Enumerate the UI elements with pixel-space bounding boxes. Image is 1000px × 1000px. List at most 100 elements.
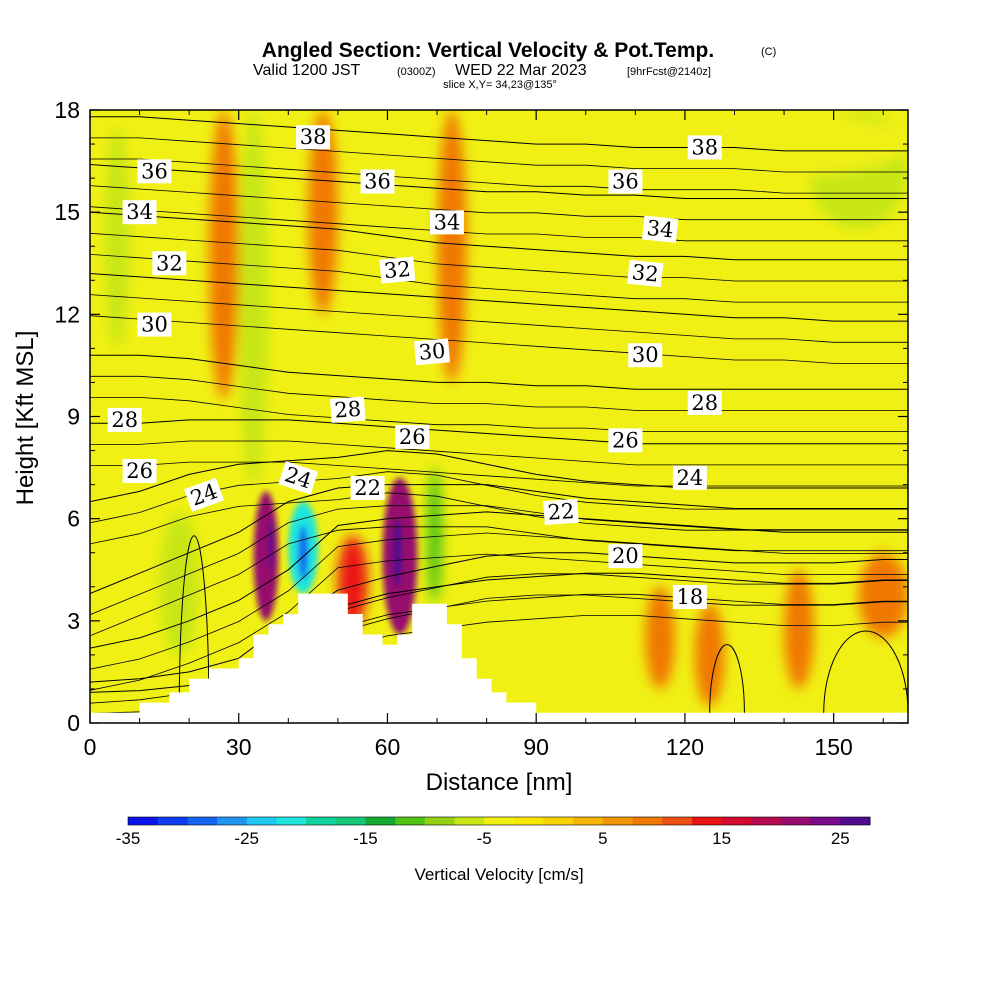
- isentrope-line: [90, 552, 908, 683]
- contour-label-text: 26: [399, 425, 426, 449]
- velocity-cell: [308, 110, 338, 315]
- colorbar-swatch: [691, 817, 723, 825]
- velocity-cell: [238, 110, 269, 485]
- contour-label-box: [137, 159, 172, 184]
- y-tick-label: 12: [54, 301, 80, 327]
- contour-label-box: [137, 312, 172, 337]
- plot-area: 38 38 36 36 36 34 34 34 32 32 32 30 30 30 28 28 28 26 26 26…: [90, 110, 908, 723]
- contour-label-box: [183, 477, 225, 512]
- colorbar-swatch: [780, 817, 812, 825]
- colorbar-swatch: [632, 817, 663, 825]
- colorbar-swatch: [662, 817, 693, 825]
- isentrope-line: [90, 471, 908, 524]
- colorbar-swatch: [187, 817, 218, 825]
- isentrope-line: [90, 137, 908, 173]
- velocity-cell: [159, 511, 200, 655]
- colorbar-swatch: [751, 817, 782, 825]
- velocity-cell: [104, 127, 130, 349]
- isentrope-line: [90, 461, 908, 487]
- contour-label-box: [296, 125, 331, 150]
- isentrope-line: [90, 511, 908, 649]
- contour-label: 28: [107, 407, 142, 432]
- contour-label: 30: [137, 312, 172, 337]
- colorbar-swatch: [246, 817, 277, 825]
- contour-label: 26: [608, 428, 643, 453]
- contour-label-box: [329, 396, 366, 423]
- velocity-cell: [437, 110, 467, 383]
- x-tick-label: 30: [226, 734, 252, 760]
- isentrope-line: [90, 419, 908, 445]
- colorbar-tick-label: -15: [353, 829, 378, 848]
- contour-label-box: [628, 343, 663, 368]
- contour-label: 32: [379, 256, 416, 284]
- isentrope-line: [90, 273, 908, 322]
- isentrope-line: [90, 232, 908, 282]
- contour-label-box: [672, 584, 707, 609]
- velocity-cell: [253, 491, 279, 621]
- isentrope-line: [90, 492, 908, 545]
- contour-label-text: 36: [612, 170, 639, 194]
- contour-label-text: 32: [631, 260, 660, 287]
- y-axis-label: Height [Kft MSL]: [12, 331, 39, 506]
- contour-label-text: 36: [141, 159, 168, 183]
- colorbar-tick-label: -25: [234, 829, 259, 848]
- contour-label-box: [278, 461, 319, 495]
- colorbar-swatch: [335, 817, 366, 825]
- contour-label-box: [687, 135, 722, 160]
- colorbar-swatch: [454, 817, 485, 825]
- contour-label: 30: [628, 343, 663, 368]
- isentrope-line: [90, 505, 908, 616]
- contour-label-text: 28: [691, 391, 718, 415]
- contour-label-box: [122, 200, 157, 225]
- contour-label: 28: [687, 390, 722, 415]
- velocity-cell: [298, 525, 309, 580]
- valid-time-line: Valid 1200 JST (0300Z) WED 22 Mar 2023 […: [253, 62, 711, 79]
- closed-contour: [709, 644, 745, 723]
- colorbar-swatch: [840, 817, 871, 825]
- colorbar-tick-label: -35: [116, 829, 141, 848]
- isentrope-line: [90, 116, 908, 152]
- colorbar-swatch: [721, 817, 752, 825]
- terrain: [90, 593, 908, 723]
- contour-label-text: 38: [300, 125, 327, 149]
- chart-title: Angled Section: Vertical Velocity & Pot.…: [262, 39, 714, 62]
- contour-label: 34: [429, 210, 464, 235]
- contour-label-box: [395, 424, 430, 449]
- x-tick-label: 0: [84, 734, 97, 760]
- y-tick-label: 9: [67, 404, 80, 430]
- isentrope-line: [90, 553, 908, 691]
- velocity-cell: [858, 552, 908, 638]
- x-axis: 0 30 60 90 120 150: [84, 110, 884, 760]
- velocity-cell: [645, 586, 675, 689]
- contour-label-box: [608, 169, 643, 194]
- contour-label-box: [379, 256, 416, 284]
- contour-label-text: 32: [156, 251, 183, 275]
- contour-label-text: 22: [547, 499, 575, 525]
- contour-label: 36: [137, 159, 172, 184]
- colorbar: -35 -25 -15 -5 5 15 25: [116, 816, 871, 848]
- contour-label: 30: [414, 338, 451, 366]
- velocity-cell: [784, 569, 814, 689]
- isentrope-line: [90, 375, 908, 411]
- colorbar-swatch: [157, 817, 188, 825]
- slice-info: slice X,Y= 34,23@135°: [443, 79, 557, 91]
- isentropes: [90, 116, 908, 723]
- colorbar-swatch: [276, 817, 307, 825]
- contour-label: 22: [543, 498, 579, 526]
- x-tick-label: 60: [375, 734, 401, 760]
- contour-label-text: 30: [418, 339, 447, 365]
- contour-label: 36: [360, 169, 395, 194]
- contour-label-text: 26: [126, 459, 153, 483]
- velocity-cell: [625, 110, 908, 179]
- contour-label-box: [429, 210, 464, 235]
- colorbar-swatch: [217, 817, 248, 825]
- contour-label-box: [543, 498, 579, 526]
- contour-label-box: [627, 259, 664, 288]
- colorbar-swatch: [810, 817, 841, 825]
- velocity-cell: [268, 518, 274, 570]
- contour-label-box: [687, 390, 722, 415]
- x-tick-label: 120: [666, 734, 704, 760]
- contour-label: 18: [672, 584, 707, 609]
- isentrope-line: [90, 206, 908, 242]
